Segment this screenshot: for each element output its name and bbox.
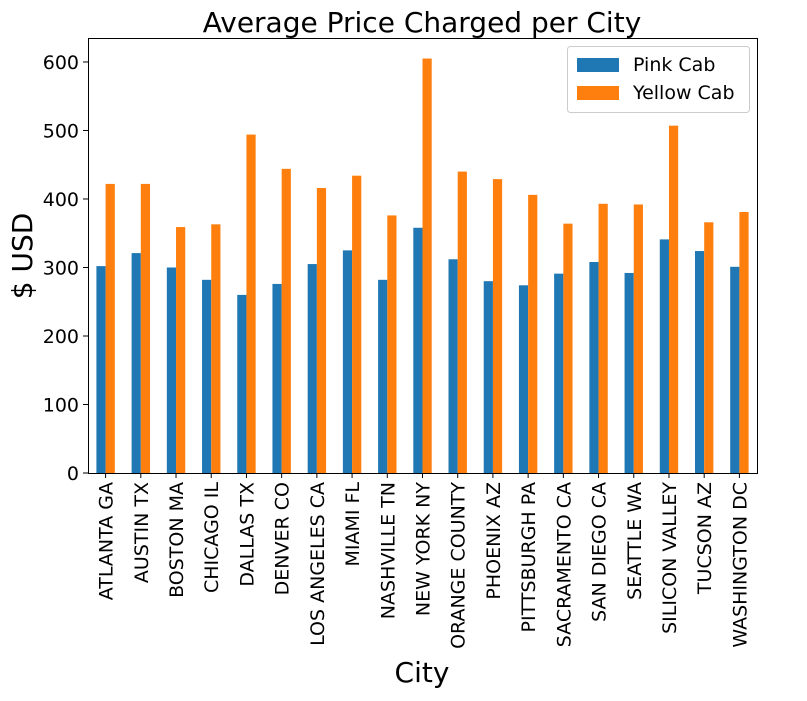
y-tick-label: 400 xyxy=(43,189,79,211)
pink-cab-bar xyxy=(96,266,106,473)
yellow-cab-bar xyxy=(633,204,643,473)
chart-title: Average Price Charged per City xyxy=(203,6,642,39)
yellow-cab-bar xyxy=(704,222,714,473)
x-axis-label: City xyxy=(395,656,450,689)
x-tick-label: DENVER CO xyxy=(272,482,294,595)
pink-cab-bar xyxy=(554,273,564,473)
x-tick-label: SILICON VALLEY xyxy=(659,482,681,634)
yellow-cab-bar xyxy=(528,194,538,473)
pink-cab-bar xyxy=(166,267,177,473)
yellow-cab-bar xyxy=(281,168,291,473)
y-tick-label: 200 xyxy=(43,326,79,348)
pink-cab-bar xyxy=(378,279,388,473)
x-tick-label: CHICAGO IL xyxy=(201,482,223,593)
legend-label-yellow-cab: Yellow Cab xyxy=(632,82,735,104)
x-tick-label: LOS ANGELES CA xyxy=(307,482,329,646)
x-tick-label: NASHVILLE TN xyxy=(377,482,399,619)
y-axis-label: $ USD xyxy=(6,213,39,300)
pink-cab-bar xyxy=(589,262,599,473)
yellow-cab-bar xyxy=(668,125,679,474)
x-tick-label: TUCSON AZ xyxy=(694,482,716,595)
legend-swatch-pink-cab xyxy=(577,58,619,72)
x-tick-label: PITTSBURGH PA xyxy=(518,482,540,632)
x-tick-label: SEATTLE WA xyxy=(624,482,646,600)
pink-cab-bar xyxy=(413,227,423,473)
pink-cab-bar xyxy=(307,264,317,473)
x-tick-label: SAN DIEGO CA xyxy=(589,482,611,622)
x-tick-label: AUSTIN TX xyxy=(131,482,153,583)
x-tick-label: WASHINGTON DC xyxy=(729,482,751,648)
x-tick-label: NEW YORK NY xyxy=(413,482,435,616)
x-tick-label: MIAMI FL xyxy=(342,482,364,567)
x-axis: ATLANTA GA AUSTIN TX BOSTON MA CHICAGO IL DA… xyxy=(96,473,751,649)
pink-cab-bar xyxy=(624,272,634,473)
pink-cab-bar xyxy=(518,285,529,473)
legend-swatch-yellow-cab xyxy=(577,86,619,100)
y-tick-label: 300 xyxy=(43,257,79,279)
y-tick-label: 100 xyxy=(43,394,79,416)
pink-cab-bar xyxy=(202,279,212,473)
pink-cab-bar xyxy=(448,259,458,473)
x-tick-label: ORANGE COUNTY xyxy=(448,482,470,649)
yellow-cab-bar xyxy=(492,179,503,473)
pink-cab-bar xyxy=(659,239,669,473)
yellow-cab-bar xyxy=(246,134,256,473)
pink-cab-bar xyxy=(237,294,247,473)
yellow-cab-bar xyxy=(387,215,397,473)
yellow-cab-bar xyxy=(457,171,467,473)
yellow-cab-bar xyxy=(352,175,362,473)
yellow-cab-bar xyxy=(140,183,151,473)
pink-cab-bar xyxy=(272,283,282,473)
pink-cab-bar xyxy=(694,251,705,473)
yellow-cab-bar xyxy=(316,188,327,473)
bars-group xyxy=(96,58,749,474)
yellow-cab-bar xyxy=(563,223,573,473)
x-tick-label: BOSTON MA xyxy=(166,482,188,598)
y-tick-label: 600 xyxy=(43,52,79,74)
x-tick-label: ATLANTA GA xyxy=(96,482,118,600)
plot-frame xyxy=(88,38,758,474)
pink-cab-bar xyxy=(342,250,353,473)
pink-cab-bar xyxy=(131,253,141,473)
yellow-cab-bar xyxy=(176,227,186,473)
y-tick-label: 500 xyxy=(43,120,79,142)
pink-cab-bar xyxy=(730,266,740,473)
x-tick-label: DALLAS TX xyxy=(236,482,258,587)
pink-cab-bar xyxy=(483,281,493,473)
yellow-cab-bar xyxy=(422,58,432,474)
legend: Pink Cab Yellow Cab xyxy=(567,46,750,113)
y-tick-label: 0 xyxy=(67,463,79,485)
yellow-cab-bar xyxy=(739,212,749,473)
x-tick-label: SACRAMENTO CA xyxy=(553,482,575,647)
x-tick-label: PHOENIX AZ xyxy=(483,482,505,600)
yellow-cab-bar xyxy=(105,183,115,473)
y-axis: 0 100 200 300 400 500 600 xyxy=(43,52,88,485)
yellow-cab-bar xyxy=(211,224,221,473)
legend-label-pink-cab: Pink Cab xyxy=(633,54,715,76)
yellow-cab-bar xyxy=(598,203,608,473)
